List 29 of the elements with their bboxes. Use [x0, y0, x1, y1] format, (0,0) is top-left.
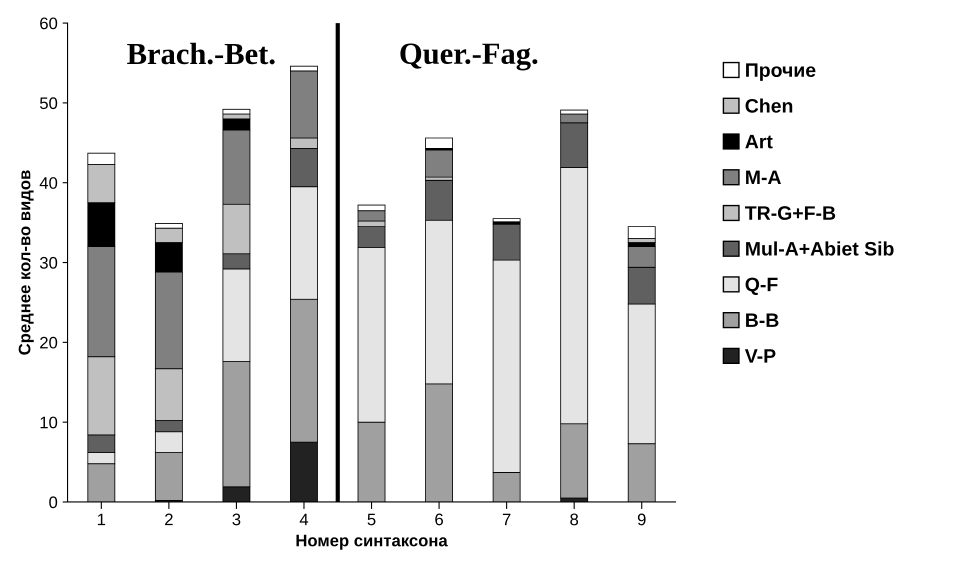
y-tick-label: 0	[49, 496, 58, 508]
legend-label: B-B	[746, 314, 778, 327]
legend-label: Art	[745, 134, 773, 148]
x-tick-label: 8	[570, 514, 578, 526]
x-tick-label: 1	[98, 514, 106, 526]
legend-label: V-P	[744, 349, 776, 363]
x-tick-label: 7	[502, 514, 510, 526]
annotation: Brach.-Bet.	[127, 42, 275, 64]
legend-label: Chen	[746, 98, 792, 113]
x-tick-label: 6	[435, 514, 443, 526]
x-tick-label: 4	[300, 514, 308, 526]
x-axis-title: Номер синтаксона	[296, 534, 448, 550]
legend-label: Q-F	[746, 278, 778, 296]
annotation: Quer.-Fag.	[400, 43, 538, 70]
y-tick-label: 10	[40, 416, 58, 428]
y-tick-label: 40	[40, 177, 58, 189]
y-tick-label: 30	[40, 256, 58, 269]
y-axis-title: Среднее кол-во видов	[18, 170, 34, 355]
legend-label: TR-G+F-B	[745, 206, 836, 220]
legend-label: Mul-A+Abiet Sib	[746, 241, 894, 256]
legend-label: M-A	[746, 170, 781, 184]
y-tick-label: 50	[40, 97, 58, 110]
x-tick-label: 2	[165, 514, 173, 526]
y-tick-label: 60	[40, 17, 58, 30]
y-tick-label: 20	[40, 336, 58, 349]
x-tick-label: 9	[638, 514, 646, 526]
x-tick-label: 3	[232, 514, 240, 526]
x-tick-label: 5	[368, 514, 376, 526]
legend-label: Прочие	[746, 63, 816, 81]
